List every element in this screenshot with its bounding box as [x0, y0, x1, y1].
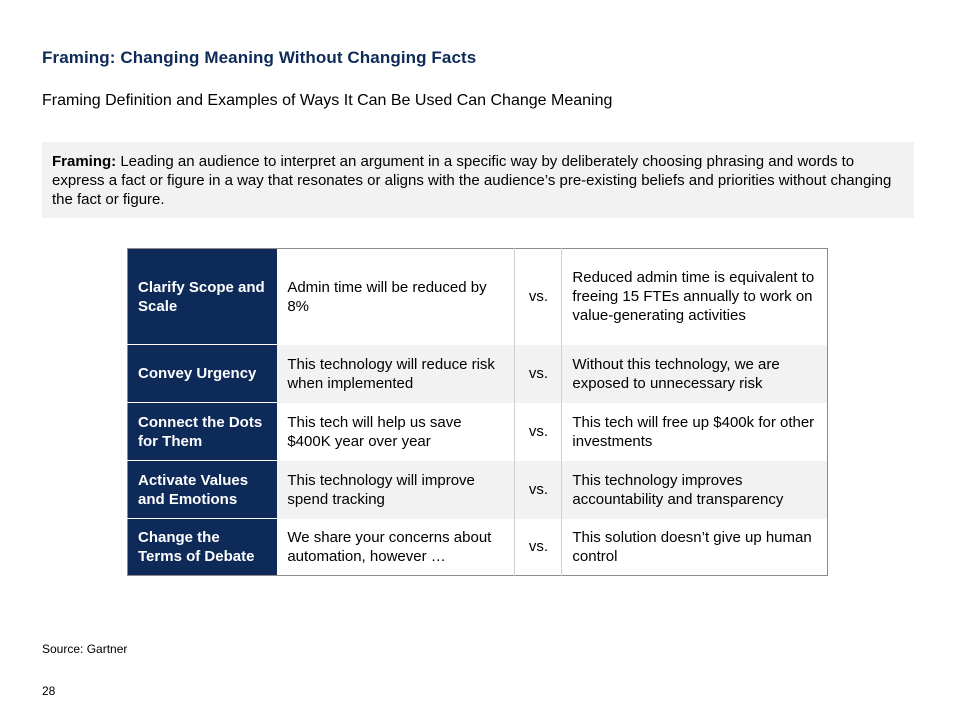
vs-label: vs.: [514, 518, 563, 576]
before-phrase: This technology will reduce risk when im…: [277, 344, 516, 403]
definition-box: Framing: Leading an audience to interpre…: [42, 142, 914, 218]
row-label: Convey Urgency: [127, 344, 278, 403]
before-phrase: Admin time will be reduced by 8%: [277, 248, 516, 345]
table-row-change-terms: Change the Terms of Debate We share your…: [127, 518, 828, 576]
definition-term: Framing:: [52, 153, 117, 170]
after-phrase: Reduced admin time is equivalent to free…: [572, 269, 815, 325]
vs-label: vs.: [514, 460, 563, 519]
definition-text: Leading an audience to interpret an argu…: [52, 153, 892, 208]
before-phrase: We share your concerns about automation,…: [277, 518, 516, 576]
table-row-activate-values: Activate Values and Emotions This techno…: [127, 460, 828, 519]
row-label: Connect the Dots for Them: [127, 402, 278, 461]
table-row-clarify-scope: Clarify Scope and Scale Admin time will …: [127, 248, 828, 345]
vs-label: vs.: [514, 344, 563, 403]
slide-title: Framing: Changing Meaning Without Changi…: [42, 48, 477, 67]
vs-label: vs.: [514, 248, 563, 345]
after-phrase: This technology improves accountability …: [561, 460, 828, 519]
table-row-convey-urgency: Convey Urgency This technology will redu…: [127, 344, 828, 403]
table-row-connect-dots: Connect the Dots for Them This tech will…: [127, 402, 828, 461]
before-phrase: This tech will help us save $400K year o…: [277, 402, 516, 461]
source-note: Source: Gartner: [42, 642, 128, 656]
framing-table: Clarify Scope and Scale Admin time will …: [127, 248, 828, 576]
row-label: Clarify Scope and Scale: [127, 248, 278, 345]
page-number: 28: [42, 684, 56, 698]
row-label: Change the Terms of Debate: [127, 518, 278, 576]
slide-subtitle: Framing Definition and Examples of Ways …: [42, 92, 613, 109]
row-label: Activate Values and Emotions: [127, 460, 278, 519]
after-phrase: This tech will free up $400k for other i…: [572, 413, 815, 450]
after-phrase: Without this technology, we are exposed …: [561, 344, 828, 403]
before-phrase: This technology will improve spend track…: [277, 460, 516, 519]
after-phrase: This solution doesn’t give up human cont…: [572, 528, 812, 565]
vs-label: vs.: [514, 402, 563, 461]
